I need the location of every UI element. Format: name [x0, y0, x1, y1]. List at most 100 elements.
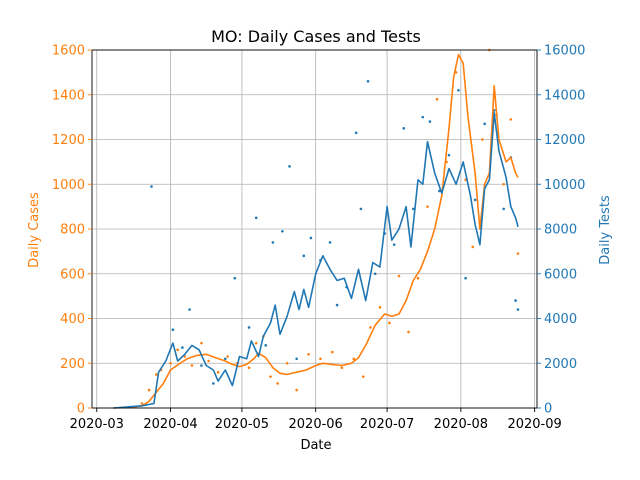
series-1-point-33 [457, 88, 460, 92]
series-1-point-35 [473, 198, 477, 202]
x-tick-label-1: 2020-04 [143, 417, 197, 432]
series-0-point-28 [388, 321, 391, 325]
x-tick-label-2: 2020-05 [215, 417, 269, 432]
series-0-point-24 [352, 357, 356, 361]
series-1-point-13 [288, 165, 291, 168]
series-0-point-4 [169, 361, 172, 365]
series-1-point-19 [335, 303, 339, 307]
series-1-point-6 [223, 357, 227, 361]
left-tick-label-0: 0 [77, 402, 85, 417]
right-tick-label-4: 8000 [544, 223, 577, 238]
series-0-point-25 [361, 375, 365, 378]
series-1-point-18 [328, 241, 332, 244]
series-1-point-28 [411, 207, 415, 211]
series-0-point-8 [200, 341, 203, 345]
series-0-point-29 [397, 274, 401, 278]
right-tick-label-2: 4000 [544, 312, 577, 327]
series-1-point-0 [150, 185, 153, 188]
series-1-point-2 [181, 346, 184, 349]
series-1-point-11 [271, 241, 275, 244]
left-tick-label-5: 1000 [52, 178, 85, 193]
series-1-line [113, 111, 519, 409]
right-tick-label-1: 2000 [544, 357, 577, 372]
series-1-point-4 [200, 364, 203, 367]
left-axis-title: Daily Cases [27, 192, 42, 268]
series-1-point-36 [483, 122, 486, 126]
lines-layer [113, 53, 519, 409]
series-0-point-42 [509, 118, 513, 121]
series-1-point-23 [366, 80, 370, 83]
series-1-point-22 [359, 207, 363, 211]
right-tick-label-8: 16000 [544, 44, 585, 59]
series-0-point-7 [190, 364, 194, 367]
series-1-point-32 [447, 153, 451, 157]
series-0-point-32 [426, 205, 429, 208]
series-1-point-7 [233, 276, 237, 280]
series-0-point-19 [295, 388, 298, 392]
series-1-point-10 [264, 344, 268, 347]
series-1-point-41 [516, 308, 520, 311]
series-1-point-34 [464, 276, 467, 280]
series-0-point-31 [416, 276, 420, 280]
right-tick-label-7: 14000 [544, 88, 585, 103]
x-axis-title: Date [300, 438, 331, 453]
series-0-point-1 [147, 388, 151, 392]
series-1-point-5 [212, 382, 215, 385]
series-0-point-41 [502, 182, 505, 186]
series-0-point-10 [216, 370, 220, 374]
series-0-point-26 [369, 326, 372, 329]
right-tick-label-3: 6000 [544, 267, 577, 282]
series-1-point-8 [247, 326, 251, 329]
series-1-point-29 [421, 115, 425, 119]
series-0-point-38 [480, 138, 484, 141]
series-1-point-9 [254, 216, 258, 220]
series-0-point-33 [435, 97, 439, 101]
series-1-point-1 [171, 328, 175, 331]
left-tick-label-4: 800 [60, 223, 85, 238]
series-0-point-37 [471, 245, 475, 249]
series-1-point-21 [354, 131, 358, 135]
series-1-point-3 [188, 308, 191, 311]
series-1-point-26 [392, 243, 396, 246]
right-tick-label-6: 12000 [544, 133, 585, 148]
series-1-point-27 [402, 127, 406, 130]
left-tick-label-7: 1400 [52, 88, 85, 103]
series-1-point-40 [514, 299, 517, 302]
x-tick-label-5: 2020-08 [434, 417, 488, 432]
right-tick-label-0: 0 [544, 402, 552, 417]
series-0-point-30 [407, 330, 410, 334]
series-1-point-16 [309, 236, 313, 240]
series-0-point-11 [226, 355, 229, 358]
axes: 2020-03 2020-04 2020-05 2020-06 2020-07 2020-… [52, 44, 585, 433]
series-1-point-38 [502, 207, 505, 211]
series-1-point-14 [295, 357, 298, 361]
series-0-point-43 [516, 252, 520, 255]
series-0-point-21 [319, 357, 322, 361]
series-1-point-15 [302, 254, 306, 258]
left-tick-label-6: 1200 [52, 133, 85, 148]
series-1-point-30 [428, 120, 432, 123]
series-1-point-12 [281, 229, 284, 233]
left-tick-label-1: 200 [60, 357, 85, 372]
x-tick-label-0: 2020-03 [70, 417, 124, 432]
x-tick-label-6: 2020-09 [507, 417, 561, 432]
series-1-point-24 [373, 272, 377, 276]
series-0-line [113, 53, 519, 409]
chart-title: MO: Daily Cases and Tests [211, 27, 421, 46]
series-0-point-13 [247, 366, 251, 370]
series-0-point-0 [140, 402, 144, 405]
series-0-point-18 [285, 361, 289, 365]
series-0-point-9 [207, 359, 210, 363]
series-0-point-22 [331, 350, 334, 354]
left-tick-label-2: 400 [60, 312, 85, 327]
right-axis-title: Daily Tests [598, 195, 613, 265]
series-0-point-5 [176, 348, 179, 352]
left-tick-label-8: 1600 [52, 44, 85, 59]
series-0-point-16 [269, 375, 272, 378]
left-tick-label-3: 600 [60, 267, 85, 282]
series-0-point-2 [154, 373, 158, 376]
series-0-point-20 [307, 353, 310, 356]
series-0-point-23 [340, 366, 344, 370]
